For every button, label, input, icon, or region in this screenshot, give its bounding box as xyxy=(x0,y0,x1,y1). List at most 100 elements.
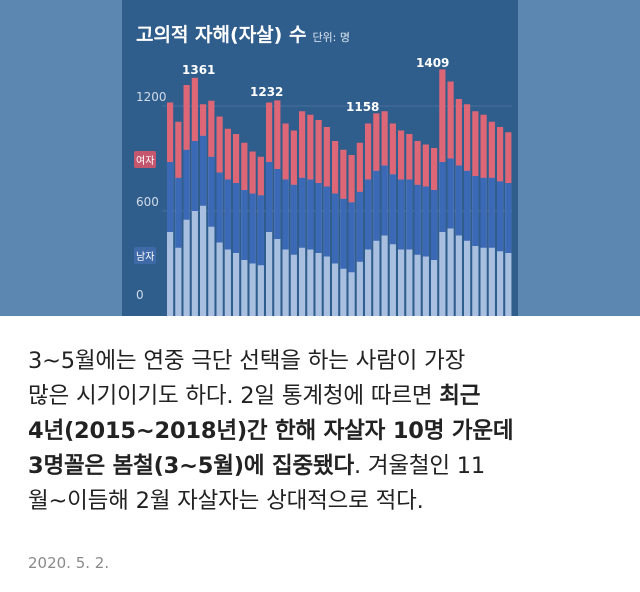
bar-male-top-31 xyxy=(422,186,429,257)
bar-male-4 xyxy=(200,135,207,316)
bar-male-top-5 xyxy=(208,156,215,227)
bar-male-top-14 xyxy=(282,179,289,250)
article-text: 3~5월에는 연중 극단 선택을 하는 사람이 가장 많은 시기이기도 하다. … xyxy=(28,344,618,519)
bar-female-11 xyxy=(257,156,264,196)
bar-male-top-23 xyxy=(356,191,363,262)
article-line-2-regular: 많은 시기이기도 하다. 2일 통계청에 따르면 xyxy=(28,383,440,409)
bar-male-27 xyxy=(389,174,396,316)
bar-female-36 xyxy=(464,104,471,171)
bar-female-19 xyxy=(323,127,330,187)
peak-label-1409: 1409 xyxy=(416,56,450,70)
bar-male-top-24 xyxy=(365,179,372,250)
bar-male-top-18 xyxy=(315,183,322,253)
bar-female-0 xyxy=(167,102,174,162)
legend-male: 남자 xyxy=(134,247,157,264)
bar-male-top-25 xyxy=(373,170,380,241)
bar-male-25 xyxy=(373,170,380,316)
article-line-5: 월~이듬해 2월 자살자는 상대적으로 적다. xyxy=(28,488,424,514)
bar-male-0 xyxy=(167,162,174,316)
bar-female-5 xyxy=(208,100,215,157)
bar-male-top-33 xyxy=(439,162,446,232)
bar-male-12 xyxy=(266,162,273,316)
bar-female-21 xyxy=(340,149,347,199)
bar-male-34 xyxy=(447,158,454,316)
suicide-chart: 고의적 자해(자살) 수 단위: 명 1200 600 0 여자 남자 1361 … xyxy=(122,0,518,316)
bar-male-top-13 xyxy=(274,169,281,239)
article-line-2: 많은 시기이기도 하다. 2일 통계청에 따르면 최근 xyxy=(28,379,618,414)
bar-female-40 xyxy=(497,127,504,182)
article-line-3: 4년(2015~2018년)간 한해 자살자 10명 가운데 xyxy=(28,418,514,444)
bar-female-17 xyxy=(307,114,314,180)
bar-male-top-35 xyxy=(455,165,462,236)
bar-female-38 xyxy=(480,114,487,178)
chart-unit: 단위: 명 xyxy=(312,31,350,44)
bar-female-6 xyxy=(216,116,223,173)
bar-female-13 xyxy=(274,100,281,169)
y-tick-600: 600 xyxy=(136,195,159,209)
bar-male-top-16 xyxy=(299,177,306,248)
bar-male-top-29 xyxy=(406,179,413,250)
bar-female-16 xyxy=(299,111,306,178)
bar-male-top-2 xyxy=(183,149,190,220)
bar-male-top-20 xyxy=(332,193,339,264)
bar-male-top-6 xyxy=(216,172,223,243)
bar-male-top-34 xyxy=(447,158,454,229)
bar-female-10 xyxy=(249,151,256,194)
bar-female-41 xyxy=(505,132,512,183)
peak-label-1232: 1232 xyxy=(250,85,284,99)
bar-male-top-38 xyxy=(480,177,487,248)
bar-male-26 xyxy=(381,165,388,316)
bar-female-29 xyxy=(406,134,413,180)
bar-male-33 xyxy=(439,162,446,316)
bar-female-37 xyxy=(472,111,479,176)
bar-male-top-17 xyxy=(307,179,314,250)
bar-male-top-32 xyxy=(431,190,438,260)
article-line-4-regular: . 겨울철인 11 xyxy=(353,453,486,479)
article-line-4: 3명꼴은 봄철(3~5월)에 집중됐다. 겨울철인 11 xyxy=(28,449,618,484)
bar-female-31 xyxy=(422,144,429,187)
bar-female-26 xyxy=(381,111,388,166)
bar-female-33 xyxy=(439,69,446,162)
bar-female-14 xyxy=(282,123,289,180)
bar-male-top-3 xyxy=(191,141,198,211)
bar-male-top-40 xyxy=(497,181,504,252)
bar-female-8 xyxy=(233,134,240,183)
bar-female-20 xyxy=(332,141,339,194)
bar-male-top-19 xyxy=(323,186,330,257)
peak-label-1158: 1158 xyxy=(346,100,380,114)
bar-female-24 xyxy=(365,123,372,180)
bar-female-15 xyxy=(290,130,297,185)
y-tick-0: 0 xyxy=(136,288,144,302)
bar-female-3 xyxy=(191,77,198,141)
bar-female-22 xyxy=(348,155,355,203)
bar-male-top-1 xyxy=(175,177,182,248)
peak-label-1361: 1361 xyxy=(182,63,216,77)
bar-female-27 xyxy=(389,123,396,175)
bar-male-top-11 xyxy=(257,195,264,266)
bar-female-32 xyxy=(431,148,438,190)
bar-female-18 xyxy=(315,120,322,183)
bar-male-top-22 xyxy=(348,202,355,273)
bar-male-top-37 xyxy=(472,176,479,246)
bar-male-top-8 xyxy=(233,183,240,253)
bar-male-5 xyxy=(208,156,215,316)
bar-male-top-9 xyxy=(241,190,248,260)
bar-female-23 xyxy=(356,142,363,192)
bar-male-top-21 xyxy=(340,198,347,269)
article-line-1: 3~5월에는 연중 극단 선택을 하는 사람이 가장 xyxy=(28,348,466,374)
bar-male-top-4 xyxy=(200,135,207,206)
bar-male-top-30 xyxy=(414,184,421,255)
bar-male-35 xyxy=(455,165,462,316)
bar-plot xyxy=(162,69,512,316)
bar-male-6 xyxy=(216,172,223,316)
bar-female-9 xyxy=(241,142,248,190)
bar-male-top-41 xyxy=(505,183,512,253)
bar-female-4 xyxy=(200,104,207,136)
bar-female-34 xyxy=(447,81,454,159)
bar-female-30 xyxy=(414,141,421,185)
bar-male-top-15 xyxy=(290,184,297,255)
bar-female-2 xyxy=(183,85,190,150)
bar-male-top-28 xyxy=(398,179,405,250)
article-line-4-bold: 3명꼴은 봄철(3~5월)에 집중됐다 xyxy=(28,453,354,479)
bar-male-3 xyxy=(191,141,198,316)
